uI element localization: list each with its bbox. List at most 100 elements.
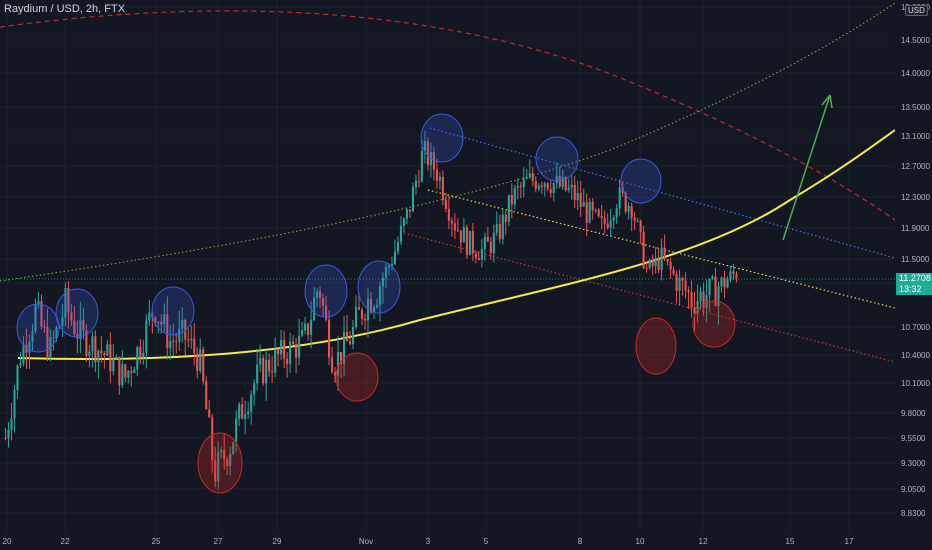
y-tick-label: 13.5000 (901, 103, 930, 112)
candle-body (34, 304, 37, 332)
candle-body (678, 277, 681, 291)
last-price-value: 11.2708 (899, 273, 931, 283)
candle-body (256, 364, 259, 384)
candle-body (7, 429, 10, 439)
candle-body (304, 323, 307, 331)
candle-body (420, 150, 423, 182)
candle-body (666, 259, 669, 262)
candle-body (522, 178, 525, 187)
candle-body (393, 251, 397, 264)
candle-body (492, 232, 495, 254)
candle-body (184, 319, 187, 340)
candle-body (319, 291, 322, 298)
candle-body (250, 394, 253, 412)
last-price-tag: 11.2708 13:32 (896, 273, 932, 295)
candle-body (348, 341, 352, 345)
candle-body (396, 242, 400, 252)
candle-body (67, 288, 70, 313)
candle-body (606, 223, 609, 228)
candle-body (528, 173, 531, 178)
candle-body (672, 269, 675, 274)
candle-body (244, 414, 247, 419)
candle-body (726, 279, 729, 288)
x-tick-label: 20 (3, 537, 12, 546)
red-circle-low (197, 432, 243, 494)
candle-body (211, 417, 214, 461)
candle-body (31, 331, 34, 342)
candle-body (292, 341, 295, 345)
candle-body (79, 320, 82, 339)
candle-body (289, 341, 292, 364)
candle-body (501, 214, 504, 240)
symbol-title[interactable]: Raydium / USD, 2h, FTX (4, 3, 126, 15)
candle-body (148, 312, 151, 321)
candle-body (378, 286, 382, 306)
candle-body (525, 177, 528, 179)
candle-body (399, 225, 403, 243)
candle-body (310, 320, 313, 335)
candle-body (115, 356, 118, 359)
candle-body (196, 353, 199, 371)
candle-body (322, 297, 325, 306)
candle-body (226, 459, 229, 467)
candle-body (543, 183, 546, 187)
time-axis[interactable]: 20 22 25 27 29 Nov 3 5 8 10 12 15 17 (0, 532, 932, 550)
candle-body (88, 351, 91, 356)
candle-body (301, 330, 304, 336)
candle-body (351, 327, 355, 345)
x-tick-label: 3 (426, 537, 431, 546)
candle-body (609, 220, 612, 228)
candle-body (567, 187, 570, 191)
candle-body (540, 185, 543, 187)
candle-body (456, 230, 459, 232)
candle-body (339, 351, 343, 364)
y-tick-label: 13.1000 (901, 132, 930, 141)
candle-body (124, 364, 127, 378)
candle-body (483, 237, 486, 249)
candle-body (360, 309, 364, 319)
candle-body (181, 319, 184, 329)
candle-body (133, 369, 136, 373)
red-circle-low (692, 300, 736, 348)
candle-body (711, 276, 714, 279)
candle-body (136, 346, 139, 370)
candle-body (139, 346, 142, 358)
candle-body (516, 186, 519, 188)
candle-body (603, 218, 606, 224)
candle-body (654, 258, 657, 267)
candle-body (91, 336, 94, 352)
candle-body (570, 184, 573, 188)
candle-body (735, 273, 738, 279)
candle-body (615, 208, 618, 218)
candle-body (112, 358, 115, 372)
candle-body (480, 248, 483, 260)
candle-body (555, 175, 558, 184)
candle-body (537, 185, 540, 189)
candle-body (268, 359, 271, 372)
candle-body (229, 453, 232, 467)
candle-body (331, 357, 334, 373)
candle-body (22, 344, 25, 364)
candle-body (202, 349, 205, 382)
candle-body (459, 230, 462, 243)
candle-body (166, 314, 169, 349)
candle-body (262, 358, 265, 384)
candle-body (103, 353, 106, 356)
candle-body (274, 349, 277, 373)
candle-body (504, 214, 507, 222)
candle-body (307, 323, 310, 335)
candle-body (205, 381, 208, 410)
candle-body (411, 187, 414, 212)
candle-body (468, 230, 471, 255)
candle-body (64, 288, 67, 318)
candle-body (591, 201, 594, 211)
candle-body (513, 187, 516, 205)
currency-label[interactable]: USD (905, 5, 928, 16)
candle-body (13, 389, 16, 419)
candle-body (684, 280, 687, 291)
candle-body (645, 267, 648, 269)
candle-body (43, 326, 46, 328)
x-tick-label: 22 (61, 537, 70, 546)
x-tick-label: 12 (699, 537, 708, 546)
